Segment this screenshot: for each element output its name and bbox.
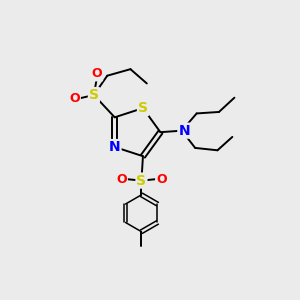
Text: S: S [89, 88, 99, 102]
Text: O: O [116, 172, 127, 186]
Text: N: N [109, 140, 121, 154]
Text: O: O [156, 172, 167, 186]
Text: N: N [178, 124, 190, 138]
Text: S: S [136, 174, 146, 188]
Text: O: O [69, 92, 80, 105]
Text: O: O [92, 68, 102, 80]
Text: S: S [138, 101, 148, 115]
